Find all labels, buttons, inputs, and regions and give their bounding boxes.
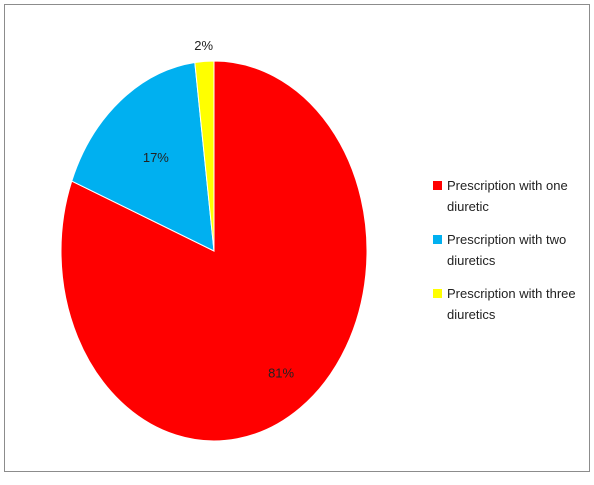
legend-label-two-diuretics: Prescription with two diuretics	[447, 232, 567, 268]
legend-label-one-diuretic: Prescription with one diuretic	[447, 178, 568, 214]
legend-swatch-two-diuretics	[433, 235, 442, 244]
slice-label-one-diuretic: 81%	[268, 366, 294, 381]
legend-swatch-three-diuretics	[433, 289, 442, 298]
pie-slice-three-diuretics	[194, 60, 215, 252]
legend-item-two-diuretics: Prescription with two diuretics	[433, 229, 593, 271]
pie-slice-two-diuretics	[71, 61, 215, 252]
legend: Prescription with one diuretic Prescript…	[433, 175, 593, 337]
slice-label-three-diuretics: 2%	[194, 38, 213, 53]
slice-label-two-diuretics: 17%	[143, 150, 169, 165]
pie-chart: 81% 17% 2%	[60, 38, 368, 442]
legend-swatch-one-diuretic	[433, 181, 442, 190]
legend-item-one-diuretic: Prescription with one diuretic	[433, 175, 593, 217]
legend-item-three-diuretics: Prescription with three diuretics	[433, 283, 593, 325]
chart-frame: 81% 17% 2% Prescription with one diuretic …	[4, 4, 590, 472]
legend-label-three-diuretics: Prescription with three diuretics	[447, 286, 576, 322]
